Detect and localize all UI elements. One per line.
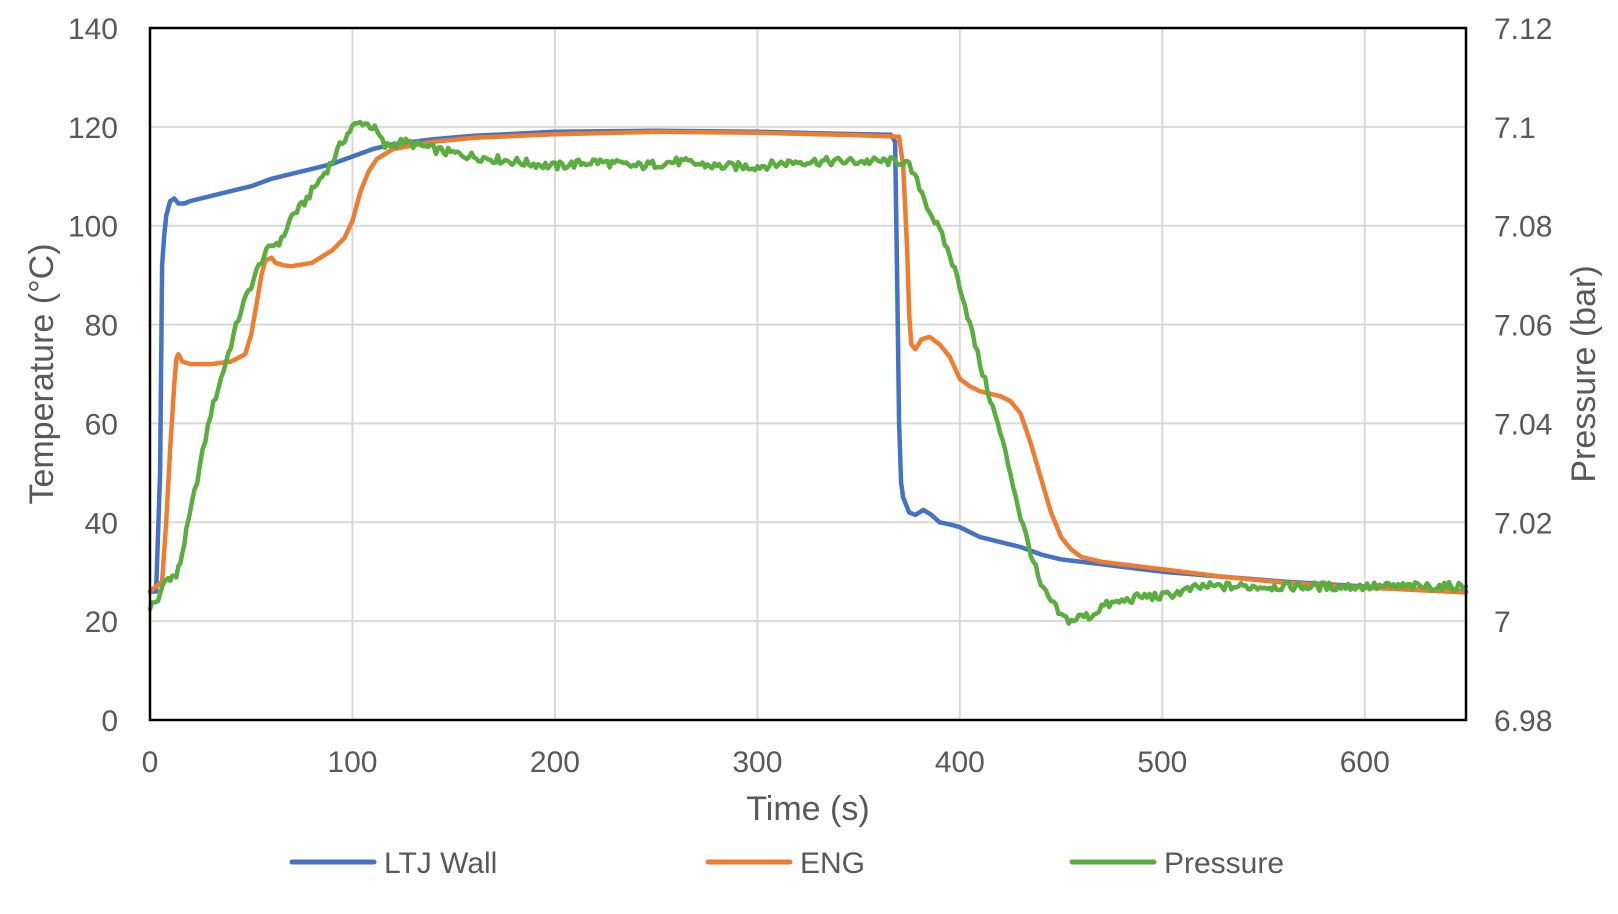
legend: LTJ Wall ENG Pressure [289, 847, 1284, 880]
series-line-pressure [147, 119, 1469, 626]
y-tick-label: 100 [68, 211, 118, 244]
legend-label: Pressure [1164, 847, 1284, 880]
y-tick-label: 80 [85, 310, 118, 343]
y-tick-label: 120 [68, 112, 118, 145]
x-tick-label: 100 [327, 746, 377, 779]
y-axis-right-title: Pressure (bar) [1565, 265, 1603, 482]
plot-frame [148, 26, 1468, 722]
y2-tick-label: 7.02 [1494, 507, 1552, 540]
y-tick-label: 0 [101, 705, 118, 738]
x-tick-label: 600 [1340, 746, 1390, 779]
y2-tick-label: 7.06 [1494, 310, 1552, 343]
legend-label: LTJ Wall [384, 847, 497, 880]
y-tick-label: 60 [85, 408, 118, 441]
y2-tick-label: 6.98 [1494, 705, 1552, 738]
y2-tick-label: 7.12 [1494, 13, 1552, 46]
x-tick-label: 200 [530, 746, 580, 779]
x-tick-label: 500 [1137, 746, 1187, 779]
x-tick-label: 0 [142, 746, 159, 779]
y-tick-label: 20 [85, 606, 118, 639]
x-tick-label: 400 [935, 746, 985, 779]
series-line-eng [147, 129, 1469, 595]
y-axis-left-title: Temperature (°C) [23, 243, 61, 504]
y-tick-label: 40 [85, 507, 118, 540]
y2-tick-label: 7.08 [1494, 211, 1552, 244]
x-tick-label: 300 [732, 746, 782, 779]
y2-tick-label: 7 [1494, 606, 1511, 639]
legend-label: ENG [800, 847, 865, 880]
y-tick-label: 140 [68, 13, 118, 46]
x-axis-title: Time (s) [746, 790, 869, 828]
x-axis-ticks: 0 100 200 300 400 500 600 [142, 746, 1390, 779]
y2-tick-label: 7.04 [1494, 408, 1552, 441]
y2-tick-label: 7.1 [1494, 112, 1536, 145]
series-lines [147, 119, 1469, 626]
y-axis-right-ticks: 6.98 7 7.02 7.04 7.06 7.08 7.1 7.12 [1494, 13, 1552, 738]
y-axis-left-ticks: 0 20 40 60 80 100 120 140 [68, 13, 118, 738]
